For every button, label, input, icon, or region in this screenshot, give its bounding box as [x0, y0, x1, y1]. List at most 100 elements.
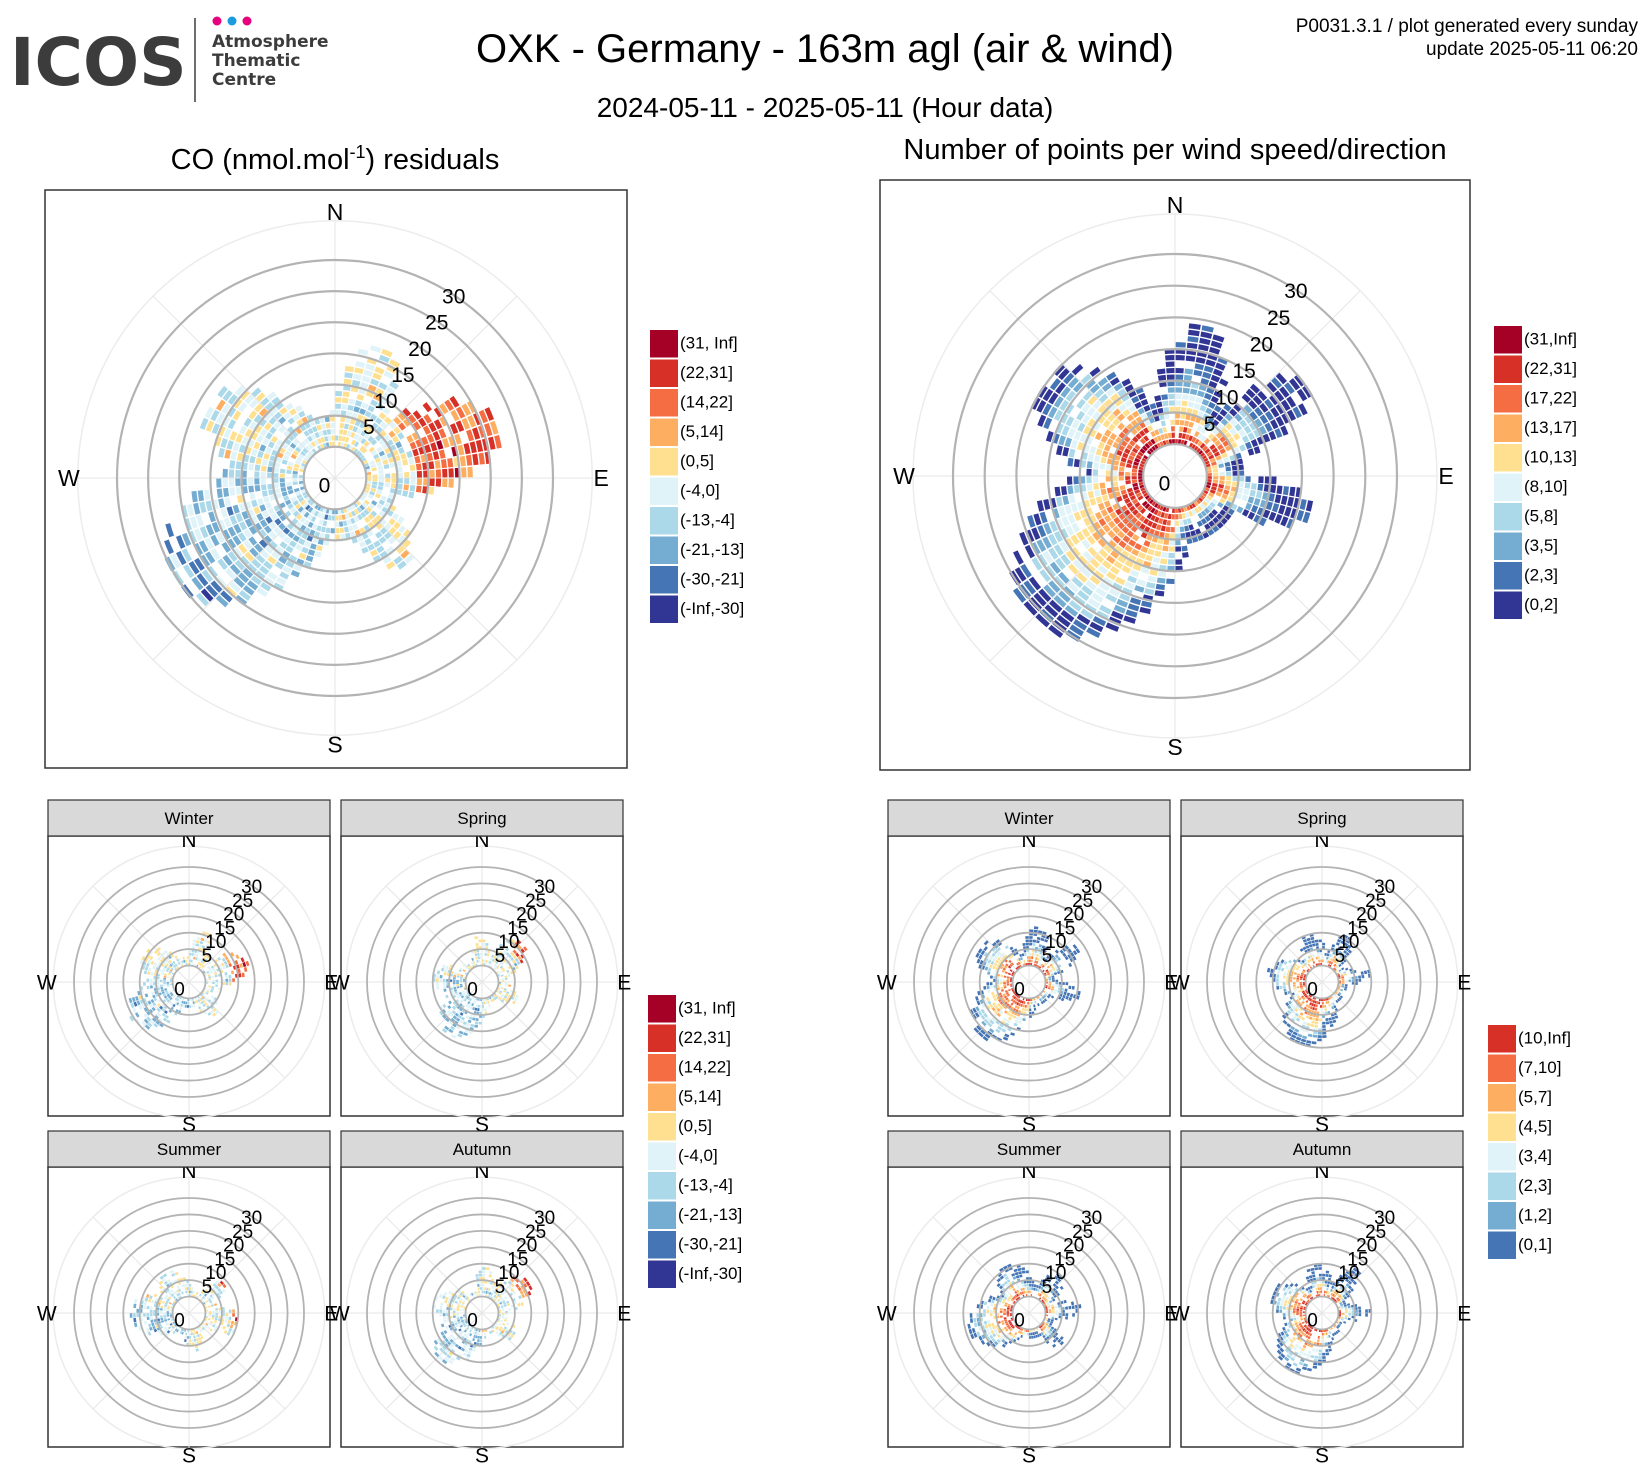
wind-cell [1003, 982, 1006, 984]
wind-cell [1055, 980, 1058, 982]
wind-cell [987, 986, 990, 989]
wind-cell [475, 943, 478, 946]
wind-cell [482, 1287, 484, 1290]
compass-s-label: S [1022, 1445, 1036, 1468]
wind-cell [225, 1313, 228, 1316]
wind-cell [1358, 979, 1361, 982]
wind-cell [215, 980, 218, 982]
wind-cell [976, 1313, 979, 1317]
wind-cell [1073, 477, 1078, 485]
speed-label-10: 10 [1215, 387, 1238, 410]
speed-label-0: 0 [1014, 1310, 1025, 1331]
speed-label-30: 30 [442, 286, 465, 309]
wind-cell [163, 982, 166, 984]
wind-cell [1322, 960, 1324, 963]
speed-label-0: 0 [1014, 979, 1025, 1000]
wind-cell [1068, 986, 1071, 989]
wind-cell [372, 475, 377, 478]
wind-cell [1161, 394, 1168, 400]
wind-cell [1026, 1270, 1029, 1273]
wind-cell [456, 1313, 459, 1315]
wind-cell [1022, 1018, 1025, 1021]
wind-cell [215, 984, 218, 986]
speed-label-25: 25 [1267, 307, 1290, 330]
wind-cell [330, 416, 335, 421]
wind-cell [1171, 433, 1174, 438]
wind-cell [147, 1317, 150, 1320]
wind-cell [456, 980, 459, 982]
wind-cell [1175, 387, 1182, 392]
wind-cell [1169, 546, 1175, 551]
wind-cell [335, 391, 342, 396]
wind-cell [235, 478, 240, 486]
legend-swatch [1494, 415, 1522, 443]
wind-cell [150, 982, 153, 985]
wind-cell [232, 978, 235, 982]
wind-cell [1029, 953, 1031, 956]
legend-swatch [650, 389, 678, 417]
compass-w-label: W [877, 1302, 897, 1325]
wind-cell [1160, 558, 1167, 564]
wind-cell [1318, 1032, 1322, 1035]
wind-cell [1167, 374, 1175, 379]
wind-cell [215, 1311, 218, 1313]
wind-cell [1113, 481, 1119, 486]
wind-cell [1232, 476, 1237, 481]
wind-cell [150, 1316, 153, 1319]
wind-cell [482, 1008, 484, 1011]
wind-cell [1322, 1032, 1326, 1035]
wind-cell [435, 460, 441, 469]
wind-cell [335, 404, 341, 409]
wind-cell [1000, 1308, 1003, 1310]
wind-cell [248, 486, 254, 493]
wind-cell [484, 1008, 486, 1011]
wind-cell [1245, 476, 1250, 482]
wind-cell [482, 960, 484, 963]
wind-cell [216, 479, 221, 488]
wind-cell [150, 985, 153, 988]
wind-cell [143, 1313, 146, 1317]
wind-cell [1072, 1305, 1075, 1309]
wind-cell [480, 1339, 482, 1342]
wind-cell [1342, 982, 1345, 984]
wind-cell [242, 973, 245, 978]
wind-cell [1074, 459, 1080, 467]
wind-cell [475, 1018, 478, 1021]
logo-dot-blue [228, 17, 237, 26]
wind-cell [1176, 374, 1184, 379]
wind-cell [215, 1315, 218, 1317]
wind-cell [453, 1311, 456, 1313]
wind-cell [215, 1308, 218, 1310]
wind-cell [461, 467, 466, 477]
wind-cell [416, 486, 422, 493]
wind-cell [502, 980, 505, 982]
wind-cell [1093, 476, 1098, 482]
wind-cell [1175, 413, 1180, 418]
legend-swatch [1494, 385, 1522, 413]
speed-label-0: 0 [319, 475, 331, 498]
wind-cell [385, 473, 390, 477]
wind-cell [1315, 943, 1318, 946]
wind-cell [1026, 939, 1029, 942]
legend-label: (5,8] [1524, 506, 1558, 525]
wind-cell [1293, 977, 1296, 979]
wind-cell [1342, 980, 1345, 982]
speed-label-25: 25 [425, 312, 448, 335]
wind-cell [475, 1021, 478, 1024]
legend-swatch [1494, 444, 1522, 472]
wind-cell [1175, 394, 1181, 399]
wind-cell [187, 1005, 189, 1008]
wind-cell [482, 1005, 484, 1008]
facet-strip-label: Spring [457, 809, 506, 828]
legend-swatch [650, 507, 678, 535]
wind-cell [1164, 533, 1169, 539]
wind-cell [391, 478, 396, 483]
wind-cell [1296, 980, 1299, 982]
wind-cell [428, 487, 434, 495]
wind-cell [410, 485, 416, 492]
wind-cell [147, 986, 150, 989]
wind-cell [1049, 982, 1052, 984]
